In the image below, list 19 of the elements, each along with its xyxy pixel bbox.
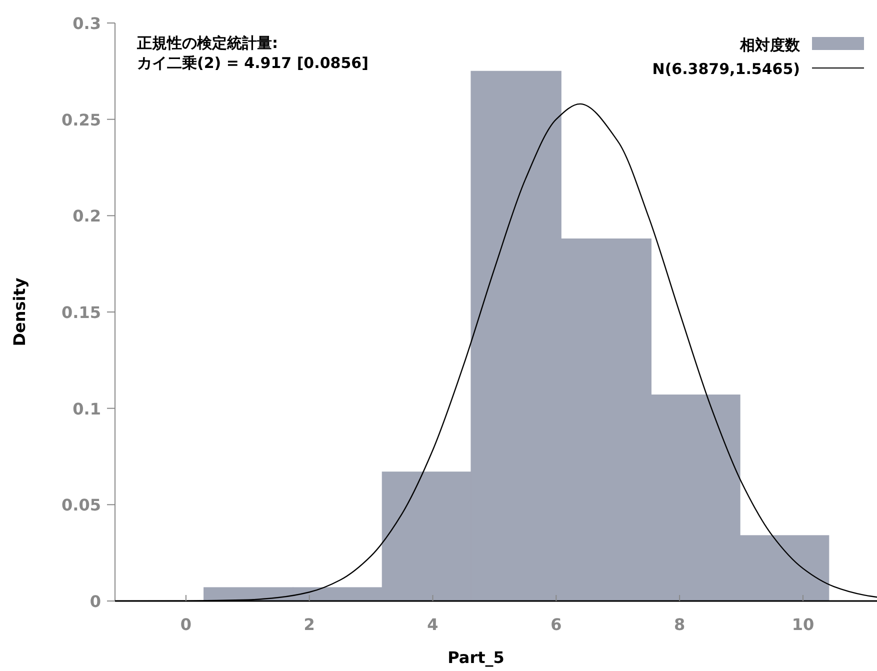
x-tick-label: 6	[550, 615, 562, 634]
y-axis-title: Density	[10, 277, 29, 346]
annotation: カイ二乗(2) = 4.917 [0.0856]	[137, 54, 368, 72]
legend-label: N(6.3879,1.5465)	[652, 60, 800, 78]
x-axis-title: Part_5	[448, 648, 504, 667]
y-tick-label: 0.05	[62, 496, 101, 515]
legend-label: 相対度数	[739, 36, 801, 54]
y-tick-label: 0.25	[62, 110, 101, 130]
y-tick-label: 0	[90, 592, 101, 611]
annotation: 正規性の検定統計量:	[136, 34, 278, 52]
x-tick-label: 10	[792, 615, 814, 634]
y-tick-label: 0.15	[62, 303, 101, 322]
x-tick-label: 0	[180, 615, 192, 634]
y-tick-label: 0.2	[72, 206, 101, 226]
x-tick-label: 2	[304, 615, 315, 634]
y-tick-label: 0.3	[72, 14, 101, 33]
y-tick-label: 0.1	[72, 399, 101, 418]
x-tick-label: 8	[674, 615, 686, 634]
x-tick-label: 4	[427, 615, 438, 634]
